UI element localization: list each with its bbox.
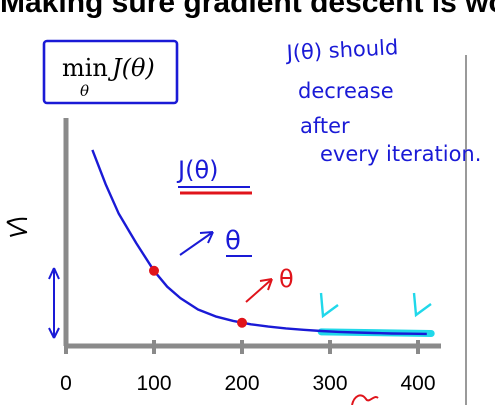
check-mark-1 — [319, 292, 339, 319]
iteration-marker — [149, 265, 159, 276]
objective-box: min θ J(θ) — [42, 39, 179, 105]
x-tick-label: 400 — [400, 372, 435, 395]
theta-label-blue: θ — [225, 226, 241, 256]
x-tick-label: 100 — [136, 372, 171, 395]
cost-function-label: J(θ) — [107, 54, 155, 82]
arrow-theta-red — [245, 278, 273, 303]
x-tick-label: 0 — [60, 372, 72, 395]
x-tick-label: 300 — [312, 372, 347, 395]
note-line-2: decrease — [298, 79, 394, 103]
cost-curve — [91, 149, 427, 336]
note-line-1: J(θ) should — [284, 35, 399, 65]
min-operator: min — [62, 54, 108, 82]
x-ticks: 0 100 200 300 400 — [60, 340, 436, 395]
vertical-range-arrow — [48, 267, 60, 339]
note-line-3: after — [300, 114, 350, 138]
theta-label-red: θ — [279, 265, 294, 293]
left-arrow-mark — [6, 217, 28, 237]
note-line-4: every iteration. — [320, 142, 481, 166]
handwritten-notes: J(θ) should decrease after every iterati… — [284, 35, 481, 166]
objective-frame — [42, 39, 179, 105]
curve-label: J(θ) — [176, 156, 219, 184]
slide-title: Making sure gradient descent is wor — [0, 0, 495, 19]
axes — [63, 118, 441, 349]
iteration-marker — [237, 317, 247, 328]
check-mark-2 — [412, 292, 432, 318]
arrow-theta-blue — [179, 231, 214, 256]
markers — [149, 265, 247, 328]
x-tick-label: 200 — [224, 372, 259, 395]
red-scribble — [351, 394, 379, 405]
min-subscript: θ — [80, 82, 89, 100]
